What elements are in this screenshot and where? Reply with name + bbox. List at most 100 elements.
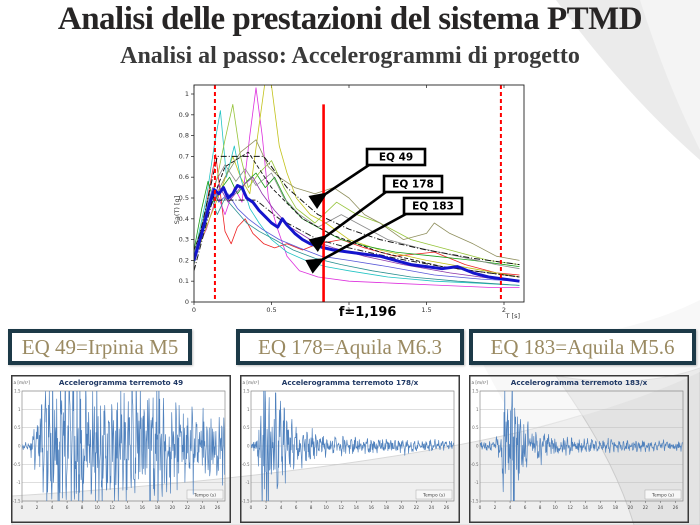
svg-text:10: 10: [324, 505, 330, 510]
eq49-label-box: EQ 49=Irpinia M5: [8, 329, 192, 365]
svg-text:14: 14: [125, 505, 131, 510]
accel-ylabel: a [m/s²]: [14, 380, 31, 385]
svg-text:14: 14: [583, 505, 589, 510]
svg-text:4: 4: [51, 505, 54, 510]
svg-text:4: 4: [280, 505, 283, 510]
svg-text:-1.5: -1.5: [13, 499, 21, 504]
corner-swoosh-inner: [640, 0, 700, 150]
svg-text:2: 2: [502, 306, 506, 314]
annotation-arrow: [308, 190, 387, 253]
svg-text:8: 8: [81, 505, 84, 510]
spectrum-ylabel: Sa(T) [g]: [173, 196, 181, 224]
svg-text:12: 12: [339, 505, 345, 510]
series-design-lower: [194, 199, 520, 278]
svg-text:1.5: 1.5: [243, 389, 250, 394]
accel-waveform: [480, 391, 683, 501]
svg-text:0: 0: [250, 505, 253, 510]
svg-text:0.9: 0.9: [179, 111, 189, 119]
svg-text:0.5: 0.5: [14, 425, 21, 430]
svg-text:4: 4: [509, 505, 512, 510]
annotation-box: [402, 196, 464, 216]
eq178-label-box: EQ 178=Aquila M6.3: [236, 329, 464, 365]
svg-text:1: 1: [185, 90, 189, 98]
svg-text:18: 18: [155, 505, 161, 510]
svg-text:16: 16: [140, 505, 146, 510]
svg-text:2: 2: [36, 505, 39, 510]
svg-text:0.5: 0.5: [179, 194, 189, 202]
svg-text:-0.5: -0.5: [13, 462, 21, 467]
svg-text:1: 1: [476, 407, 479, 412]
svg-text:26: 26: [444, 505, 450, 510]
svg-text:18: 18: [384, 505, 390, 510]
series-mean-spectrum: [194, 184, 520, 283]
series-record-khaki: [194, 139, 520, 261]
svg-text:0.6: 0.6: [179, 173, 189, 181]
svg-text:0.3: 0.3: [179, 236, 189, 244]
svg-text:12: 12: [110, 505, 116, 510]
svg-text:-0.5: -0.5: [242, 462, 250, 467]
accelerogram-49-svg: Accelerogramma terremoto 49a [m/s²]1.510…: [11, 375, 231, 523]
svg-text:-1: -1: [475, 480, 479, 485]
series-record-ygreen: [194, 103, 520, 265]
annotation-arrow: [305, 212, 407, 274]
svg-text:0.5: 0.5: [266, 306, 276, 314]
svg-text:20: 20: [399, 505, 405, 510]
svg-text:-1.5: -1.5: [242, 499, 250, 504]
spectrum-svg: 0 0.1 0.2 0.3 0.4 0.5 0.6 0.7 0.8 0.9 1 0 0.5 1 1.5 2T …: [173, 84, 525, 320]
svg-text:8: 8: [539, 505, 542, 510]
eq183-label: EQ 183=Aquila M5.6: [490, 334, 675, 359]
accel-xlabel: Tempo (s): [422, 493, 445, 499]
svg-text:16: 16: [369, 505, 375, 510]
svg-text:24: 24: [200, 505, 206, 510]
svg-text:-1: -1: [246, 480, 250, 485]
svg-text:0: 0: [479, 505, 482, 510]
svg-text:-1: -1: [17, 480, 21, 485]
accel-ylabel: a [m/s²]: [243, 380, 260, 385]
eq183-label-box: EQ 183=Aquila M5.6: [469, 329, 696, 365]
accelerogram-178-svg: Accelerogramma terremoto 178/x a [m/s²] 1.…: [240, 375, 460, 523]
svg-text:1: 1: [247, 407, 250, 412]
accel-title: Accelerogramma terremoto 183/x: [511, 378, 648, 387]
svg-text:6: 6: [66, 505, 69, 510]
svg-text:0.8: 0.8: [179, 132, 189, 140]
svg-text:26: 26: [673, 505, 679, 510]
svg-text:24: 24: [429, 505, 435, 510]
annotation-label: EQ 49: [379, 152, 413, 164]
svg-text:2: 2: [494, 505, 497, 510]
eq178-label: EQ 178=Aquila M6.3: [258, 334, 442, 359]
annotation-label: EQ 178: [392, 179, 434, 191]
svg-text:22: 22: [414, 505, 420, 510]
annotation-box: [382, 174, 444, 194]
svg-text:16: 16: [598, 505, 604, 510]
accel-title: Accelerogramma terremoto 49: [59, 378, 183, 387]
svg-text:6: 6: [524, 505, 527, 510]
slide-subtitle: Analisi al passo: Accelerogrammi di prog…: [120, 43, 580, 69]
accelerogram-chart-178: Accelerogramma terremoto 178/x a [m/s²] 1.…: [240, 375, 460, 523]
svg-text:2: 2: [265, 505, 268, 510]
svg-text:0.5: 0.5: [243, 425, 250, 430]
svg-text:10: 10: [553, 505, 559, 510]
svg-text:-1.5: -1.5: [471, 499, 479, 504]
series-design-mid: [194, 151, 520, 278]
svg-text:24: 24: [658, 505, 664, 510]
svg-text:1: 1: [18, 407, 21, 412]
svg-text:0: 0: [18, 444, 21, 449]
svg-text:22: 22: [185, 505, 191, 510]
accel-waveform: [22, 391, 225, 501]
svg-text:12: 12: [568, 505, 574, 510]
accelerogram-183-svg: Accelerogramma terremoto 183/x a [m/s²] 1.…: [469, 375, 689, 523]
svg-text:0.2: 0.2: [179, 256, 189, 264]
series-record-teal: [194, 193, 520, 286]
svg-text:0.7: 0.7: [179, 152, 189, 160]
eq49-label: EQ 49=Irpinia M5: [21, 334, 179, 359]
svg-text:26: 26: [215, 505, 221, 510]
svg-text:0: 0: [247, 444, 250, 449]
accel-xlabel: Tempo (s): [651, 493, 674, 499]
frequency-label: f=1,196: [339, 305, 397, 320]
svg-text:1.5: 1.5: [472, 389, 479, 394]
annotation-arrow: [308, 163, 370, 209]
svg-text:18: 18: [613, 505, 619, 510]
accel-xlabel: Tempo (s): [193, 493, 216, 499]
svg-text:0: 0: [192, 306, 196, 314]
